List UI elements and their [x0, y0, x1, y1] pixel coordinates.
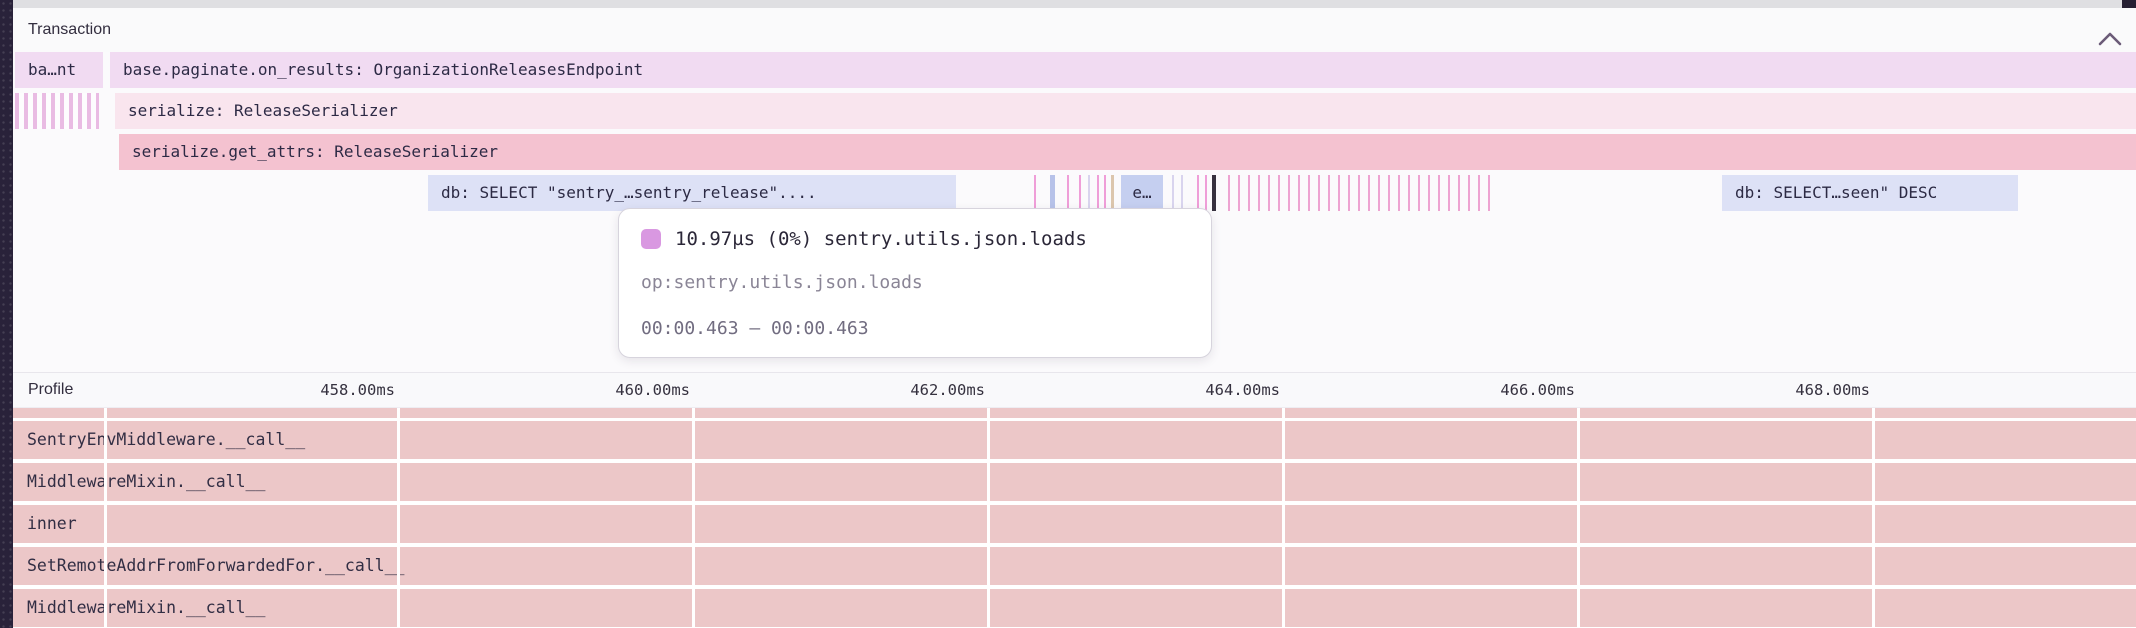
timeline-gridline: [104, 408, 107, 628]
tooltip-title: 10.97µs (0%) sentry.utils.json.loads: [675, 228, 1087, 250]
span-bar-paginate[interactable]: base.paginate.on_results: OrganizationRe…: [110, 52, 2136, 88]
span-bar-serialize-get-attrs[interactable]: serialize.get_attrs: ReleaseSerializer: [119, 134, 2136, 170]
span-tick[interactable]: [1079, 175, 1081, 211]
frame-row[interactable]: inner: [13, 505, 2136, 543]
span-bar-db-select-2[interactable]: db: SELECT…seen" DESC: [1722, 175, 2018, 211]
span-tick[interactable]: [1181, 175, 1183, 211]
axis-tick-label: 460.00ms: [615, 381, 690, 399]
span-tick-cluster[interactable]: [1228, 175, 1496, 211]
span-tick[interactable]: [1097, 175, 1099, 211]
frame-row-partial[interactable]: [13, 408, 2136, 418]
span-tick-selected[interactable]: [1212, 175, 1216, 211]
span-tooltip: 10.97µs (0%) sentry.utils.json.loads op:…: [618, 208, 1212, 358]
span-tick[interactable]: [1067, 175, 1069, 211]
span-tick[interactable]: [1205, 175, 1207, 211]
timeline-gridline: [1282, 408, 1285, 628]
timeline-gridline: [397, 408, 400, 628]
transaction-section-title: Transaction: [28, 21, 111, 38]
span-tick[interactable]: [1034, 175, 1036, 211]
frame-row[interactable]: SentryEnvMiddleware.__call__: [13, 421, 2136, 459]
minimap-edge-strip[interactable]: [0, 0, 13, 628]
timeline-gridline: [692, 408, 695, 628]
frame-row[interactable]: SetRemoteAddrFromForwardedFor.__call__: [13, 547, 2136, 585]
span-bar-small-e[interactable]: e…: [1121, 175, 1163, 211]
transaction-header: Transaction: [12, 8, 2136, 52]
resize-divider[interactable]: [12, 0, 2122, 8]
frame-row[interactable]: MiddlewareMixin.__call__: [13, 589, 2136, 627]
span-tick[interactable]: [1050, 175, 1055, 211]
timeline-gridline: [1577, 408, 1580, 628]
span-bar-serialize[interactable]: serialize: ReleaseSerializer: [115, 93, 2136, 129]
profile-flamechart: SentryEnvMiddleware.__call__ MiddlewareM…: [12, 408, 2136, 628]
span-collapsed-striped-region[interactable]: [15, 93, 99, 129]
chevron-up-icon: [2098, 32, 2122, 46]
axis-tick-label: 462.00ms: [910, 381, 985, 399]
axis-tick-label: 464.00ms: [1205, 381, 1280, 399]
span-tick[interactable]: [1172, 175, 1174, 211]
profile-header: Profile 458.00ms 460.00ms 462.00ms 464.0…: [12, 372, 2136, 408]
tooltip-op: op:sentry.utils.json.loads: [641, 272, 923, 293]
frame-row[interactable]: MiddlewareMixin.__call__: [13, 463, 2136, 501]
collapse-transaction-button[interactable]: [2096, 30, 2124, 48]
tooltip-time-range: 00:00.463 — 00:00.463: [641, 318, 869, 339]
span-tick[interactable]: [1111, 175, 1114, 211]
span-bar-truncated[interactable]: ba…nt: [15, 52, 103, 88]
span-color-swatch: [641, 229, 661, 249]
timeline-gridline: [987, 408, 990, 628]
axis-tick-label: 468.00ms: [1795, 381, 1870, 399]
span-tick[interactable]: [1088, 175, 1090, 211]
span-bar-db-select-1[interactable]: db: SELECT "sentry_…sentry_release"....: [428, 175, 956, 211]
span-tick[interactable]: [1197, 175, 1199, 211]
axis-tick-label: 466.00ms: [1500, 381, 1575, 399]
span-tick[interactable]: [1104, 175, 1106, 211]
profile-section-title: Profile: [28, 381, 74, 398]
axis-tick-label: 458.00ms: [320, 381, 395, 399]
timeline-gridline: [1872, 408, 1875, 628]
